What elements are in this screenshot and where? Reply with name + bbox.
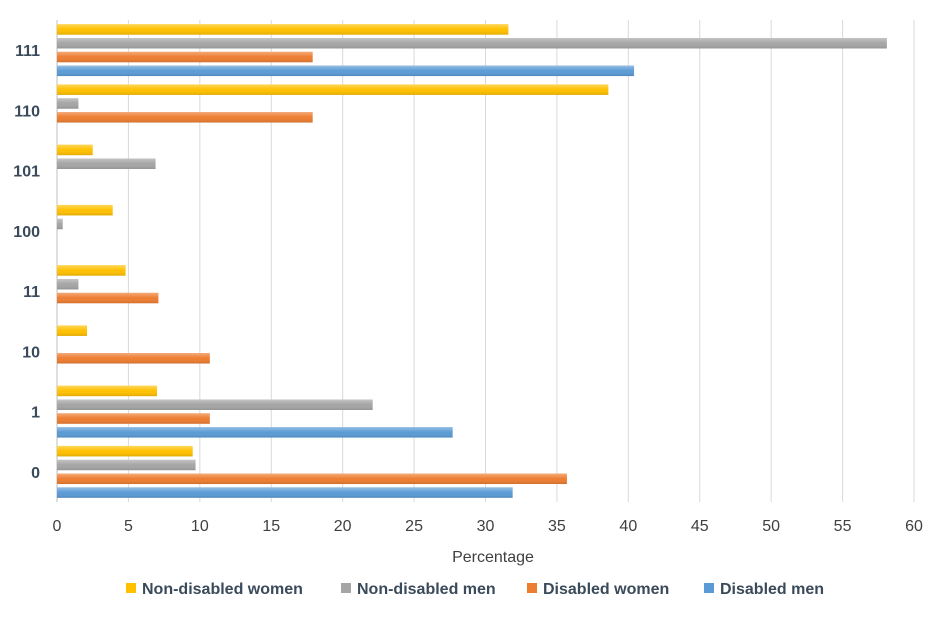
x-axis-title: Percentage	[452, 549, 534, 566]
y-tick-label-110: 110	[14, 103, 40, 120]
bar-shade-non-disabled-women-10	[57, 325, 87, 336]
bar-shade-non-disabled-men-11	[57, 278, 79, 290]
legend-label-non-disabled-men: Non-disabled men	[357, 581, 496, 598]
x-tick-label-50: 50	[762, 518, 780, 535]
y-tick-label-101: 101	[13, 164, 40, 181]
bar-shade-non-disabled-men-110	[57, 98, 79, 109]
bar-shade-disabled-women-0	[57, 473, 567, 485]
bar-shade-disabled-women-10	[57, 353, 210, 364]
x-tick-label-55: 55	[834, 518, 852, 535]
bar-shade-non-disabled-women-101	[57, 144, 93, 156]
bar-shade-non-disabled-men-101	[57, 158, 156, 169]
x-tick-label-0: 0	[53, 518, 62, 535]
x-tick-labels: 0 5 10 15 20 25 30 35 40 45 50 55 60	[53, 518, 923, 535]
bar-shade-disabled-women-111	[57, 51, 313, 63]
x-tick-label-5: 5	[124, 518, 133, 535]
legend-swatch-disabled-men	[704, 583, 714, 593]
legend-label-non-disabled-women: Non-disabled women	[142, 581, 303, 598]
y-tick-label-11: 11	[23, 284, 40, 301]
x-tick-label-30: 30	[477, 518, 495, 535]
x-tick-label-60: 60	[905, 518, 923, 535]
bar-shade-disabled-men-0	[57, 487, 513, 498]
legend-label-disabled-men: Disabled men	[720, 581, 824, 598]
bar-shade-non-disabled-men-0	[57, 459, 196, 471]
bar-shade-non-disabled-women-0	[57, 445, 193, 457]
legend-swatch-disabled-women	[527, 583, 537, 593]
bar-shade-non-disabled-women-1	[57, 385, 157, 397]
bar-shade-disabled-women-1	[57, 413, 210, 424]
bar-shade-disabled-men-111	[57, 65, 635, 77]
x-tick-label-25: 25	[405, 518, 423, 535]
x-tick-label-40: 40	[619, 518, 637, 535]
bar-shade-non-disabled-men-111	[57, 37, 887, 49]
legend-label-disabled-women: Disabled women	[543, 581, 669, 598]
legend: Non-disabled women Non-disabled men Disabl…	[126, 581, 824, 598]
bar-shade-non-disabled-women-11	[57, 265, 126, 276]
x-tick-label-10: 10	[191, 518, 209, 535]
y-tick-label-10: 10	[22, 344, 40, 361]
bar-shade-non-disabled-men-1	[57, 399, 373, 410]
bars	[57, 24, 887, 498]
bar-shade-non-disabled-women-110	[57, 84, 609, 95]
bar-shade-non-disabled-men-100	[57, 218, 63, 230]
y-tick-label-111: 111	[15, 43, 40, 60]
x-tick-label-35: 35	[548, 518, 566, 535]
x-tick-label-45: 45	[691, 518, 709, 535]
bar-shade-disabled-women-11	[57, 292, 159, 304]
bar-shade-non-disabled-women-111	[57, 24, 509, 35]
bar-shade-disabled-women-110	[57, 112, 313, 123]
legend-swatch-non-disabled-women	[126, 583, 136, 593]
y-tick-label-100: 100	[13, 224, 40, 241]
bar-shade-non-disabled-women-100	[57, 204, 113, 216]
legend-swatch-non-disabled-men	[341, 583, 351, 593]
bar-shade-disabled-men-1	[57, 427, 453, 438]
x-tick-label-20: 20	[334, 518, 352, 535]
y-tick-label-1: 1	[31, 405, 40, 422]
x-tick-label-15: 15	[262, 518, 280, 535]
y-tick-label-0: 0	[31, 465, 40, 482]
